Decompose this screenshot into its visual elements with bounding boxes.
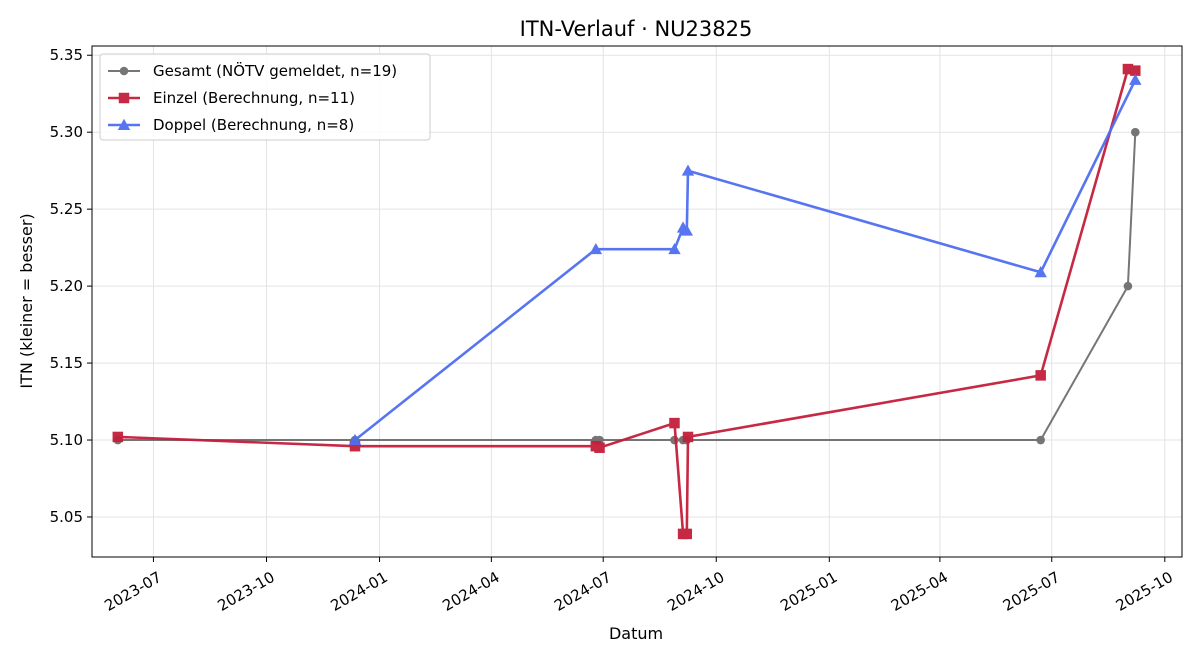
legend-label: Einzel (Berechnung, n=11) xyxy=(153,89,355,107)
series-triangle xyxy=(348,73,1142,445)
data-point xyxy=(1034,266,1047,278)
data-point xyxy=(681,528,693,540)
data-point xyxy=(1122,63,1134,75)
data-point xyxy=(589,242,603,255)
y-axis: 5.05 5.10 5.15 5.20 5.25 5.30 5.35 xyxy=(50,46,92,526)
data-point xyxy=(1131,127,1140,137)
data-point xyxy=(681,164,695,176)
y-tick-label: 5.05 xyxy=(50,508,83,526)
data-point xyxy=(1036,435,1045,445)
y-tick-label: 5.10 xyxy=(50,431,83,449)
data-point xyxy=(1035,370,1046,381)
plot-frame xyxy=(91,45,1183,558)
legend-entry xyxy=(108,118,140,130)
series-layer xyxy=(112,63,1142,540)
series-square xyxy=(112,63,1141,540)
y-tick-label: 5.20 xyxy=(50,277,83,295)
legend-marker xyxy=(117,118,131,130)
data-point xyxy=(669,417,680,429)
data-point xyxy=(1129,73,1142,85)
data-point xyxy=(348,433,362,445)
legend-marker xyxy=(118,92,130,104)
legend-entry xyxy=(108,92,140,104)
legend-box xyxy=(99,53,431,141)
legend-entry xyxy=(108,66,140,76)
y-axis-label: ITN (kleiner = besser) xyxy=(17,213,36,388)
legend-marker xyxy=(119,66,129,76)
data-point xyxy=(349,440,361,452)
data-point xyxy=(1123,281,1133,291)
y-tick-label: 5.15 xyxy=(50,354,83,372)
x-axis-label: Datum xyxy=(609,624,663,643)
data-point xyxy=(668,242,681,255)
y-tick-label: 5.30 xyxy=(50,123,83,141)
chart-title: ITN-Verlauf · NU23825 xyxy=(520,17,753,41)
data-point xyxy=(680,224,693,236)
data-point xyxy=(594,442,605,453)
legend-label: Doppel (Berechnung, n=8) xyxy=(153,116,354,134)
data-point xyxy=(112,431,124,443)
y-tick-label: 5.35 xyxy=(50,46,83,64)
data-point xyxy=(682,431,694,443)
data-point xyxy=(1130,65,1141,76)
legend: Gesamt (NÖTV gemeldet, n=19) Einzel (Bere… xyxy=(99,53,431,141)
y-tick-label: 5.25 xyxy=(50,200,83,218)
legend-label: Gesamt (NÖTV gemeldet, n=19) xyxy=(153,61,397,80)
